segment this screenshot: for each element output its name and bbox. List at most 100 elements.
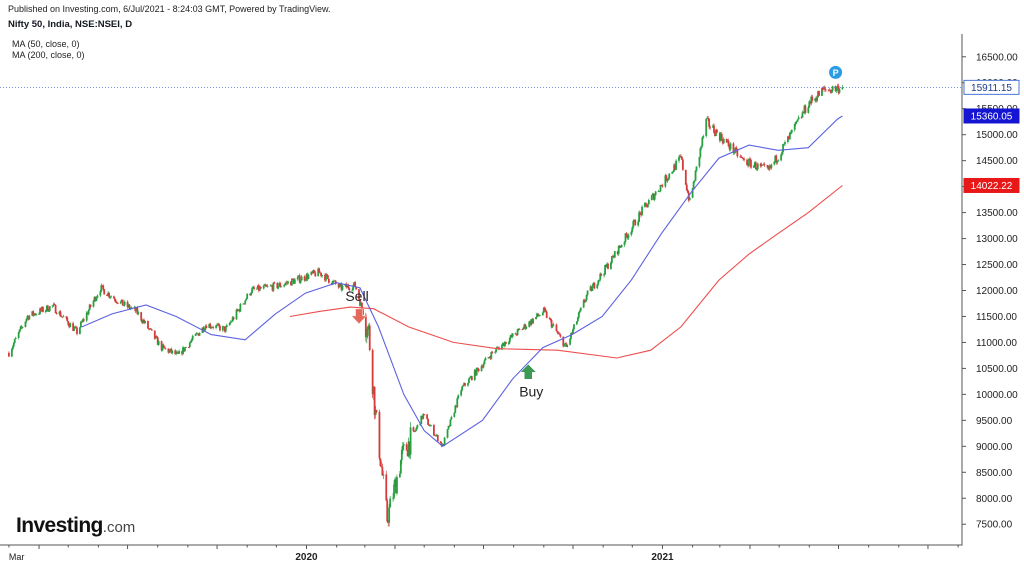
candle-body [87,309,90,315]
candle-body [416,425,419,428]
candle-body [517,328,520,330]
candle-body [204,326,207,330]
candle-body [707,117,710,120]
candle-body [605,264,607,268]
candle-body [86,312,89,315]
candle-body [753,162,756,166]
candle-body [101,285,104,287]
candle-body [489,357,492,359]
candle-body [638,212,641,222]
candle-body [475,367,478,376]
candle-body [341,285,344,290]
candle-body [32,311,35,316]
candle-body [579,307,582,311]
candle-body [318,268,321,273]
candle-body [130,307,133,309]
candle-body [750,160,752,168]
candle-body [359,299,361,306]
candle-body [276,282,279,289]
candle-body [103,289,106,295]
candle-body [562,336,565,347]
ma50-legend[interactable]: MA (50, close, 0) [12,39,80,49]
candle-body [756,163,759,170]
candle-body [106,294,109,297]
candle-body [686,190,689,193]
candle-body [82,319,85,321]
candle-body [178,351,181,354]
candle-body [150,328,152,330]
candle-body [495,348,498,352]
candle-body [727,140,730,147]
candle-body [829,89,832,93]
y-tick-label: 12500.00 [976,260,1018,271]
candle-body [65,316,68,318]
candle-body [464,383,466,386]
candle-body [205,326,208,329]
symbol-title[interactable]: Nifty 50, India, NSE:NSEI, D [8,19,133,30]
candle-body [470,376,473,381]
candle-body [491,351,494,353]
candle-body [333,280,336,282]
candle-body [712,125,714,128]
candle-body [44,310,47,313]
candle-body [549,318,552,321]
candle-body [181,351,183,355]
candle-body [269,285,272,287]
candle-body [189,341,192,343]
candle-body [95,297,98,301]
candle-body [509,335,512,339]
candle-body [256,285,259,289]
candle-body [231,317,234,322]
candle-body [598,279,601,281]
buy-label: Buy [519,383,543,399]
candle-body [516,329,519,335]
candle-body [784,142,786,144]
candle-body [660,185,663,186]
candle-body [761,164,764,166]
candle-body [511,333,514,337]
candle-body [501,344,503,350]
candle-body [89,304,92,307]
p-badge-label: P [833,68,839,78]
candle-body [754,162,757,170]
candle-body [321,274,323,277]
candle-body [449,419,452,427]
candle-body [719,133,722,141]
candle-body [544,309,547,312]
candle-body [153,330,156,339]
candle-body [222,326,225,328]
candle-body [88,304,91,310]
candle-body [476,367,479,369]
candle-body [514,333,517,335]
candle-body [483,360,486,364]
candle-body [307,274,310,280]
candle-body [238,309,241,312]
x-tick-label: 2020 [295,552,318,563]
candle-body [396,477,398,494]
candle-body [310,271,313,275]
candle-body [681,159,684,170]
ma200-legend[interactable]: MA (200, close, 0) [12,50,85,60]
candle-body [558,333,561,335]
candle-body [525,326,528,329]
candle-body [667,178,670,180]
candle-body [508,338,511,343]
candle-body [541,312,544,316]
candle-body [25,318,28,322]
candle-body [522,327,525,330]
candle-body [463,383,465,386]
candle-body [586,290,589,295]
candle-body [780,154,783,161]
candle-body [291,278,294,280]
candle-body [740,156,743,158]
published-caption: Published on Investing.com, 6/Jul/2021 -… [8,4,331,14]
candle-body [716,129,718,133]
candle-body [174,350,177,355]
candle-body [348,288,351,291]
candle-body [59,311,62,317]
candle-body [497,347,500,349]
candle-body [372,386,375,395]
candle-body [13,338,16,343]
candle-body [543,307,546,310]
